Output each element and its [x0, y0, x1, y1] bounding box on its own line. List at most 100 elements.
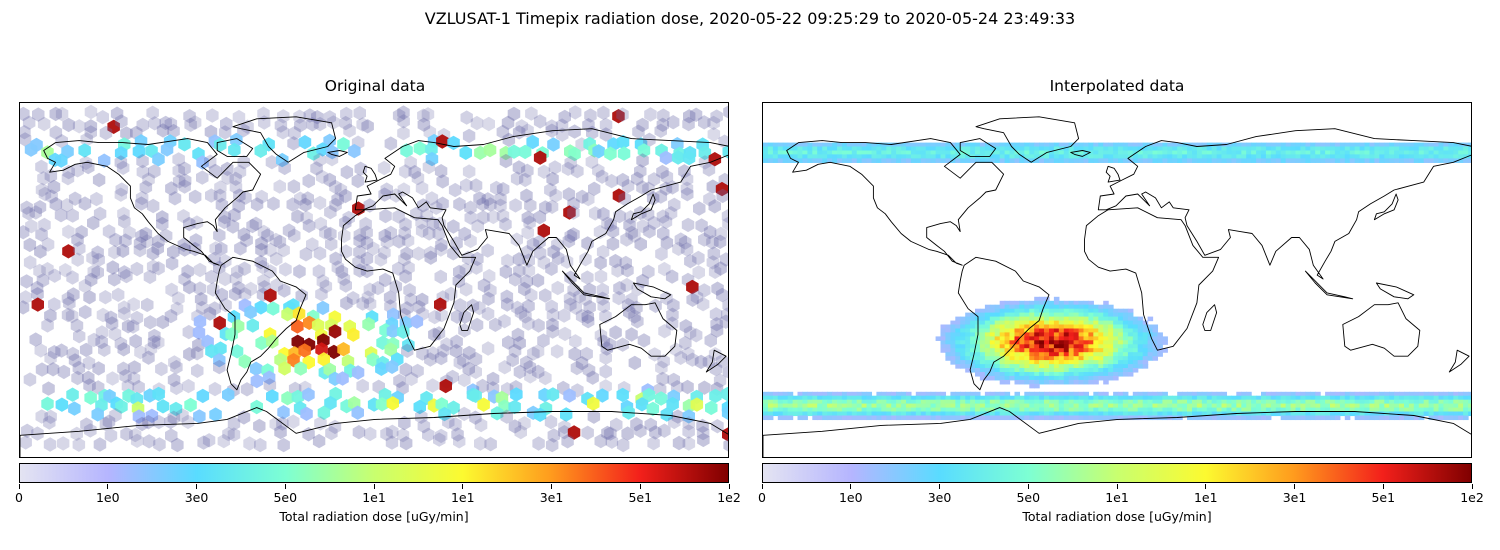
interpolated-cell: [1127, 320, 1134, 326]
interpolated-cell: [1137, 403, 1144, 409]
interpolated-cell: [994, 399, 1001, 405]
interpolated-cell: [1132, 320, 1139, 326]
hexbin-cell: [191, 363, 204, 378]
interpolated-cell: [940, 324, 947, 330]
interpolated-cell: [1280, 150, 1287, 156]
hexbin-cell: [168, 191, 182, 206]
hexbin-cell: [130, 433, 144, 448]
interpolated-cell: [1019, 348, 1025, 353]
interpolated-cell: [1290, 407, 1297, 413]
hexbin-cell: [95, 334, 108, 350]
interpolated-cell: [1078, 316, 1085, 322]
interpolated-cell: [1182, 142, 1188, 148]
interpolated-cell: [856, 391, 863, 397]
hexbin-cell: [501, 115, 515, 130]
hexbin-cell: [329, 251, 342, 266]
interpolated-cell: [876, 158, 882, 163]
interpolated-cell: [1127, 372, 1134, 377]
hexbin-cell: [667, 115, 680, 130]
hexbin-cell: [683, 325, 697, 340]
interpolated-cell: [812, 154, 818, 159]
interpolated-cell: [1088, 344, 1094, 349]
interpolated-cell: [970, 324, 976, 330]
interpolated-cell: [1132, 348, 1139, 353]
hexbin-cell: [594, 269, 608, 284]
left-coastline-uk: [362, 165, 378, 183]
interpolated-cell: [1226, 399, 1233, 405]
hexbin-cell: [496, 182, 510, 197]
interpolated-cell: [1404, 403, 1410, 409]
hexbin-cell: [707, 115, 720, 131]
hexbin-cell: [592, 163, 605, 178]
interpolated-cell: [1078, 352, 1085, 357]
interpolated-cell: [1063, 352, 1070, 357]
interpolated-cell: [1162, 391, 1168, 397]
interpolated-cell: [1137, 352, 1144, 357]
hexbin-cell: [327, 344, 341, 360]
interpolated-cell: [984, 360, 991, 365]
hexbin-cell: [133, 243, 147, 258]
hexbin-cell: [470, 260, 483, 275]
interpolated-cell: [1068, 395, 1075, 401]
interpolated-cell: [1211, 411, 1218, 417]
interpolated-cell: [1389, 403, 1395, 409]
hexbin-cell: [416, 346, 429, 361]
interpolated-cell: [1246, 415, 1252, 421]
interpolated-cell: [1167, 403, 1173, 409]
hexbin-cell: [568, 146, 581, 162]
interpolated-cell: [856, 407, 863, 413]
interpolated-cell: [1083, 344, 1090, 349]
interpolated-cell: [871, 403, 878, 409]
interpolated-cell: [1103, 150, 1109, 156]
interpolated-cell: [802, 403, 808, 409]
interpolated-cell: [1122, 348, 1129, 353]
hexbin-cell: [547, 428, 561, 443]
interpolated-cell: [1187, 146, 1193, 152]
interpolated-cell: [1093, 312, 1099, 318]
interpolated-cell: [1216, 146, 1223, 152]
colorbar-tick-original: [639, 484, 641, 489]
hexbin-cell: [672, 435, 686, 451]
interpolated-cell: [1063, 348, 1070, 353]
interpolated-cell: [1320, 142, 1326, 148]
interpolated-cell: [1404, 411, 1410, 417]
hexbin-cell: [102, 414, 116, 429]
interpolated-cell: [901, 146, 907, 152]
hexbin-cell: [463, 345, 476, 361]
interpolated-cell: [999, 308, 1006, 314]
colorbar-tick-original: [728, 484, 730, 489]
hexbin-cell: [575, 356, 589, 371]
interpolated-cell: [1127, 360, 1134, 365]
interpolated-cell: [999, 395, 1006, 401]
hexbin-cell: [288, 228, 301, 243]
interpolated-cell: [960, 316, 966, 322]
interpolated-cell: [906, 411, 912, 417]
hexbin-cell: [399, 362, 412, 377]
hexbin-cell: [457, 353, 470, 368]
interpolated-cell: [1078, 391, 1085, 397]
interpolated-cell: [1285, 142, 1292, 148]
hexbin-cell: [255, 242, 268, 258]
hexbin-cell: [189, 233, 203, 248]
interpolated-cell: [1157, 403, 1163, 409]
interpolated-cell: [1024, 332, 1030, 337]
interpolated-cell: [1088, 372, 1094, 377]
interpolated-cell: [1192, 150, 1198, 156]
hexbin-cell: [294, 118, 307, 133]
interpolated-cell: [935, 407, 942, 413]
interpolated-cell: [1083, 407, 1090, 413]
interpolated-cell: [1083, 336, 1090, 341]
interpolated-cell: [886, 411, 892, 417]
interpolated-cell: [861, 411, 868, 417]
interpolated-cell: [979, 328, 986, 334]
interpolated-cell: [965, 324, 971, 330]
interpolated-cell: [1098, 403, 1104, 409]
hexbin-cell: [451, 427, 464, 442]
hexbin-cell: [177, 209, 190, 224]
interpolated-cell: [965, 411, 971, 417]
interpolated-cell: [1285, 415, 1292, 421]
hexbin-cell: [378, 245, 391, 260]
interpolated-cell: [1053, 411, 1060, 417]
hexbin-cell: [230, 344, 244, 359]
hexbin-cell: [437, 343, 450, 358]
